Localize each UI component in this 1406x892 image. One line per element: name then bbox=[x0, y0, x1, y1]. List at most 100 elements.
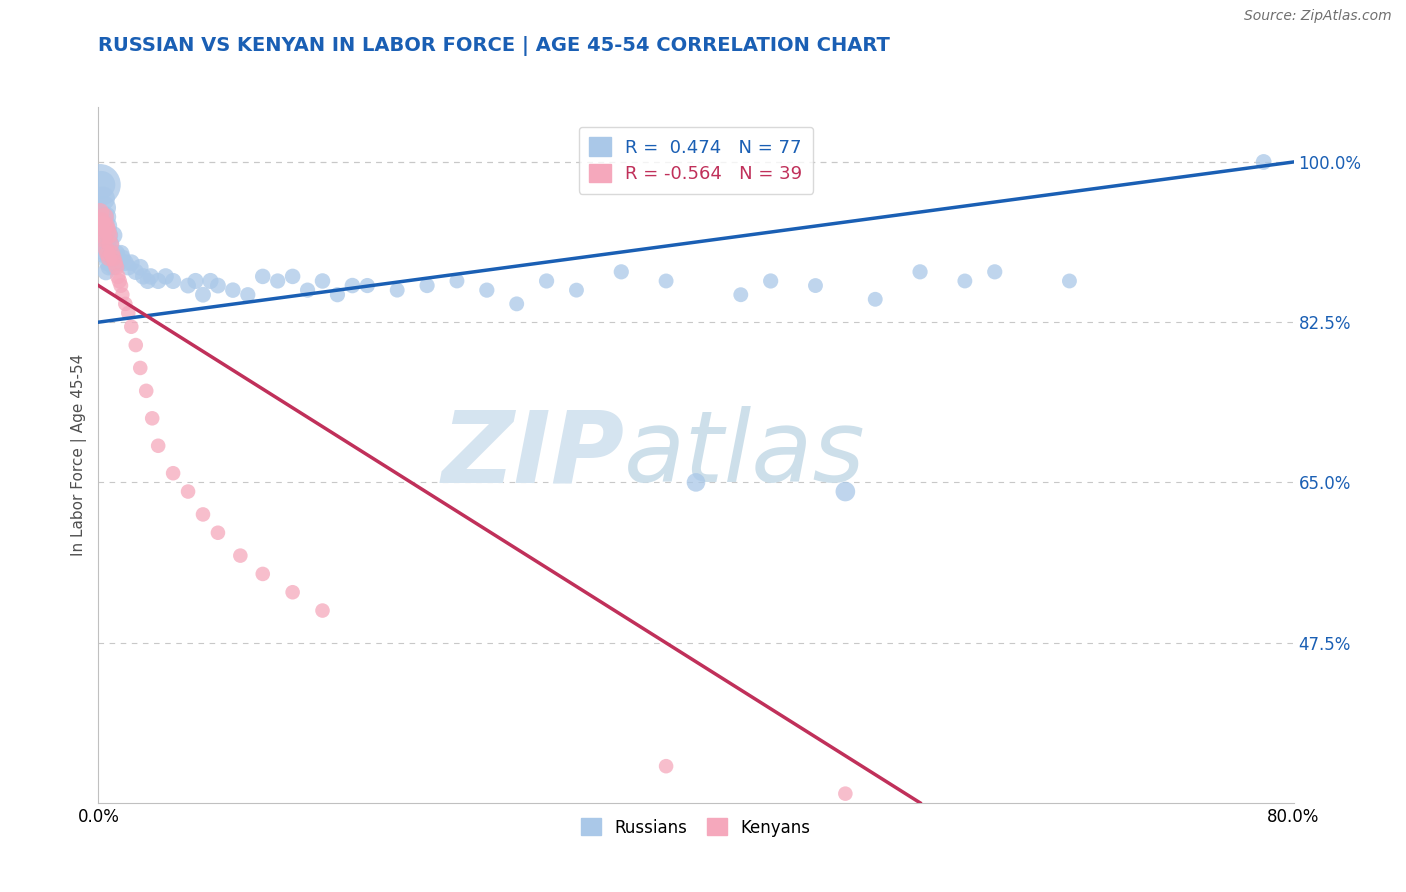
Point bbox=[184, 274, 207, 288]
Point bbox=[89, 178, 111, 192]
Point bbox=[117, 260, 139, 275]
Point bbox=[96, 255, 118, 269]
Point bbox=[536, 274, 558, 288]
Point bbox=[93, 219, 115, 233]
Point bbox=[91, 210, 114, 224]
Point bbox=[96, 224, 118, 238]
Point bbox=[90, 228, 112, 243]
Point bbox=[108, 255, 131, 269]
Point bbox=[759, 274, 782, 288]
Point bbox=[97, 260, 120, 275]
Point bbox=[506, 297, 529, 311]
Point bbox=[311, 274, 333, 288]
Point bbox=[91, 228, 114, 243]
Point bbox=[125, 338, 148, 352]
Point bbox=[93, 237, 115, 252]
Point bbox=[984, 265, 1007, 279]
Point bbox=[108, 274, 131, 288]
Point bbox=[385, 283, 409, 297]
Point bbox=[342, 278, 364, 293]
Legend: Russians, Kenyans: Russians, Kenyans bbox=[575, 812, 817, 843]
Point bbox=[908, 265, 931, 279]
Point bbox=[177, 278, 200, 293]
Point bbox=[804, 278, 827, 293]
Point bbox=[94, 265, 117, 279]
Point bbox=[207, 278, 229, 293]
Point bbox=[93, 210, 115, 224]
Point bbox=[94, 219, 117, 233]
Point bbox=[229, 549, 252, 563]
Point bbox=[834, 787, 856, 801]
Point bbox=[297, 283, 319, 297]
Point bbox=[953, 274, 976, 288]
Point bbox=[834, 484, 856, 499]
Point bbox=[1253, 155, 1275, 169]
Y-axis label: In Labor Force | Age 45-54: In Labor Force | Age 45-54 bbox=[72, 354, 87, 556]
Point bbox=[103, 260, 125, 275]
Point bbox=[93, 233, 115, 247]
Point bbox=[252, 269, 274, 284]
Point bbox=[103, 251, 125, 265]
Point bbox=[132, 269, 155, 284]
Text: RUSSIAN VS KENYAN IN LABOR FORCE | AGE 45-54 CORRELATION CHART: RUSSIAN VS KENYAN IN LABOR FORCE | AGE 4… bbox=[98, 36, 890, 55]
Point bbox=[91, 246, 114, 260]
Point bbox=[252, 566, 274, 581]
Point bbox=[177, 484, 200, 499]
Point bbox=[111, 287, 134, 301]
Point bbox=[267, 274, 290, 288]
Point bbox=[610, 265, 633, 279]
Point bbox=[148, 274, 170, 288]
Point bbox=[94, 242, 117, 256]
Point bbox=[107, 269, 129, 284]
Point bbox=[475, 283, 498, 297]
Point bbox=[90, 214, 112, 228]
Point bbox=[148, 439, 170, 453]
Point bbox=[141, 411, 163, 425]
Point bbox=[565, 283, 588, 297]
Text: Source: ZipAtlas.com: Source: ZipAtlas.com bbox=[1244, 9, 1392, 23]
Point bbox=[162, 274, 184, 288]
Point bbox=[101, 246, 124, 260]
Point bbox=[207, 525, 229, 540]
Point bbox=[685, 475, 707, 490]
Point bbox=[98, 255, 122, 269]
Point bbox=[97, 228, 120, 243]
Point bbox=[356, 278, 378, 293]
Point bbox=[90, 178, 112, 192]
Point bbox=[200, 274, 222, 288]
Point bbox=[91, 228, 114, 243]
Point bbox=[114, 297, 136, 311]
Point bbox=[730, 287, 752, 301]
Point bbox=[107, 251, 129, 265]
Point bbox=[96, 246, 118, 260]
Point bbox=[98, 237, 122, 252]
Point bbox=[162, 467, 184, 481]
Point bbox=[97, 246, 120, 260]
Point bbox=[1059, 274, 1081, 288]
Point bbox=[136, 274, 159, 288]
Text: atlas: atlas bbox=[624, 407, 866, 503]
Point bbox=[117, 306, 139, 320]
Point bbox=[865, 293, 887, 307]
Point bbox=[97, 228, 120, 243]
Point bbox=[135, 384, 157, 398]
Point bbox=[94, 210, 117, 224]
Point bbox=[98, 237, 122, 252]
Point bbox=[326, 287, 349, 301]
Point bbox=[103, 228, 125, 243]
Point bbox=[416, 278, 439, 293]
Point bbox=[129, 260, 152, 275]
Point bbox=[120, 255, 142, 269]
Point bbox=[91, 219, 114, 233]
Point bbox=[191, 508, 214, 522]
Point bbox=[105, 260, 128, 275]
Point bbox=[97, 251, 120, 265]
Point bbox=[96, 237, 118, 252]
Point bbox=[139, 269, 162, 284]
Point bbox=[311, 603, 333, 617]
Point bbox=[94, 246, 117, 260]
Point bbox=[104, 255, 127, 269]
Point bbox=[110, 246, 132, 260]
Point bbox=[93, 201, 115, 215]
Point bbox=[125, 265, 148, 279]
